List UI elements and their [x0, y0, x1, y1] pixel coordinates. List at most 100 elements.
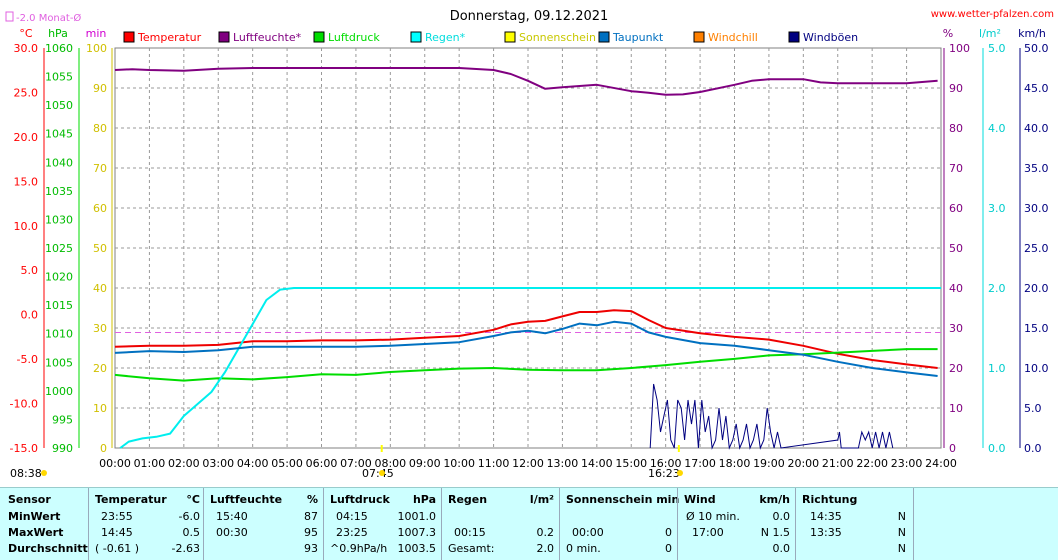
direction-avg: N: [897, 542, 906, 555]
site-link[interactable]: www.wetter-pfalzen.com: [931, 9, 1054, 20]
pressure-tick-label: 1050: [45, 99, 73, 112]
temperature-header: Temperatur: [95, 493, 167, 506]
direction-max-time: 13:35: [810, 526, 842, 539]
pressure-tick-label: 1025: [45, 242, 73, 255]
humidity-max-time: 00:30: [216, 526, 248, 539]
summary-col-sun: Sonnenschein min 00:00 0 0 min. 0: [559, 488, 679, 560]
legend-label: Sonnenschein: [519, 31, 596, 44]
pressure-tick-label: 1010: [45, 328, 73, 341]
wind-tick-label: 0.0: [1024, 442, 1042, 455]
temperature-unit: °C: [186, 493, 200, 506]
legend-label: Luftdruck: [328, 31, 380, 44]
pressure-tick-label: 1040: [45, 156, 73, 169]
summary-col-wind: Wind km/h Ø 10 min. 0.0 17:00 N 1.5 0.0: [677, 488, 796, 560]
pressure-tick-label: 1045: [45, 128, 73, 141]
temperature-tick-label: -10.0: [10, 398, 38, 411]
minutes-tick-label: 10: [93, 402, 107, 415]
x-tick-label: 22:00: [856, 457, 888, 470]
month-avg-label: -2.0 Monat-Ø: [16, 12, 81, 24]
x-tick-label: 09:00: [409, 457, 441, 470]
month-avg-swatch: [5, 11, 14, 22]
temperature-min: -6.0: [178, 510, 200, 523]
legend-label: Windchill: [708, 31, 758, 44]
temperature-tick-label: 25.0: [14, 86, 39, 99]
unit-temperature: °C: [19, 27, 33, 40]
rain-tick-label: 1.0: [988, 362, 1006, 375]
axes: 30.0 25.0 20.0 15.0 10.0 5.0 0.0 -5.0 -10.0 -15.0…: [10, 42, 1049, 455]
left-time: 08:38: [10, 467, 42, 480]
minutes-tick-label: 0: [100, 442, 107, 455]
humidity-tick-label: 40: [949, 282, 963, 295]
pressure-header: Luftdruck: [330, 493, 390, 506]
wind-tick-label: 10.0: [1024, 362, 1049, 375]
weather-chart: Donnerstag, 09.12.2021 www.wetter-pfalze…: [5, 9, 1054, 480]
legend-swatch: [693, 31, 705, 43]
pressure-unit: hPa: [412, 493, 436, 506]
pressure-min: 1001.0: [397, 510, 437, 523]
x-tick-label: 14:00: [581, 457, 613, 470]
gusts-line: [649, 383, 894, 450]
temperature-tick-label: 30.0: [14, 42, 39, 55]
humidity-tick-label: 100: [949, 42, 970, 55]
temperature-line: [114, 309, 938, 369]
x-tick-label: 13:00: [547, 457, 579, 470]
humidity-line: [114, 67, 938, 96]
x-tick-label: 12:00: [512, 457, 544, 470]
left-time-sun-icon: [41, 470, 47, 476]
rain-tick-label: 4.0: [988, 122, 1006, 135]
rain-tick-label: 0.0: [988, 442, 1006, 455]
temperature-tick-label: -5.0: [17, 353, 38, 366]
pressure-tick-label: 1030: [45, 213, 73, 226]
minutes-tick-label: 60: [93, 202, 107, 215]
wind-header: Wind: [684, 493, 716, 506]
sunrise-time: 07:45: [362, 467, 394, 480]
sunset-time: 16:23: [648, 467, 680, 480]
unit-wind: km/h: [1018, 27, 1046, 40]
pressure-tick-label: 1035: [45, 185, 73, 198]
wind-tick-label: 50.0: [1024, 42, 1049, 55]
legend-swatch: [598, 31, 610, 43]
unit-pressure: hPa: [48, 27, 68, 40]
unit-minutes: min: [86, 27, 107, 40]
pressure-tick-label: 990: [52, 442, 73, 455]
pressure-tick-label: 1005: [45, 356, 73, 369]
x-tick-label: 24:00: [925, 457, 957, 470]
temperature-tick-label: -15.0: [10, 442, 38, 455]
temperature-avg-a: ( -0.61 ): [95, 542, 140, 555]
wind-min-label: Ø 10 min.: [686, 510, 740, 523]
pressure-tick-label: 1000: [45, 385, 73, 398]
rain-unit: l/m²: [529, 493, 554, 506]
humidity-tick-label: 70: [949, 162, 963, 175]
x-tick-label: 10:00: [443, 457, 475, 470]
humidity-max: 95: [304, 526, 318, 539]
sunrise-icon: [379, 470, 385, 476]
wind-tick-label: 30.0: [1024, 202, 1049, 215]
summary-col-pressure: Luftdruck hPa 04:15 1001.0 23:25 1007.3 …: [323, 488, 442, 560]
summary-col-temperature: Temperatur °C 23:55 -6.0 14:45 0.5 ( -0.…: [88, 488, 204, 560]
humidity-tick-label: 60: [949, 202, 963, 215]
rain-avg-b: 2.0: [536, 542, 555, 555]
summary-col-direction: Richtung 14:35 N 13:35 N N: [795, 488, 914, 560]
wind-tick-label: 15.0: [1024, 322, 1049, 335]
rain-tick-label: 3.0: [988, 202, 1006, 215]
x-tick-label: 03:00: [202, 457, 234, 470]
row-label-avg: Durchschnitt: [8, 542, 88, 555]
temperature-avg-b: -2.63: [171, 542, 200, 555]
rain-line: [119, 287, 941, 449]
minutes-tick-label: 90: [93, 82, 107, 95]
minutes-tick-label: 100: [86, 42, 107, 55]
humidity-min-time: 15:40: [216, 510, 248, 523]
temperature-tick-label: 0.0: [21, 309, 39, 322]
temperature-tick-label: 5.0: [21, 264, 39, 277]
wind-tick-label: 45.0: [1024, 82, 1049, 95]
grid: [115, 48, 941, 448]
direction-min: N: [897, 510, 906, 523]
summary-col-rain: Regen l/m² 00:15 0.2 Gesamt: 2.0: [441, 488, 560, 560]
wind-tick-label: 40.0: [1024, 122, 1049, 135]
row-label-sensor: Sensor: [8, 493, 51, 506]
row-label-max: MaxWert: [8, 526, 64, 539]
x-tick-label: 08:00: [374, 457, 406, 470]
x-tick-label: 11:00: [478, 457, 510, 470]
minutes-tick-label: 20: [93, 362, 107, 375]
humidity-header: Luftfeuchte: [210, 493, 283, 506]
